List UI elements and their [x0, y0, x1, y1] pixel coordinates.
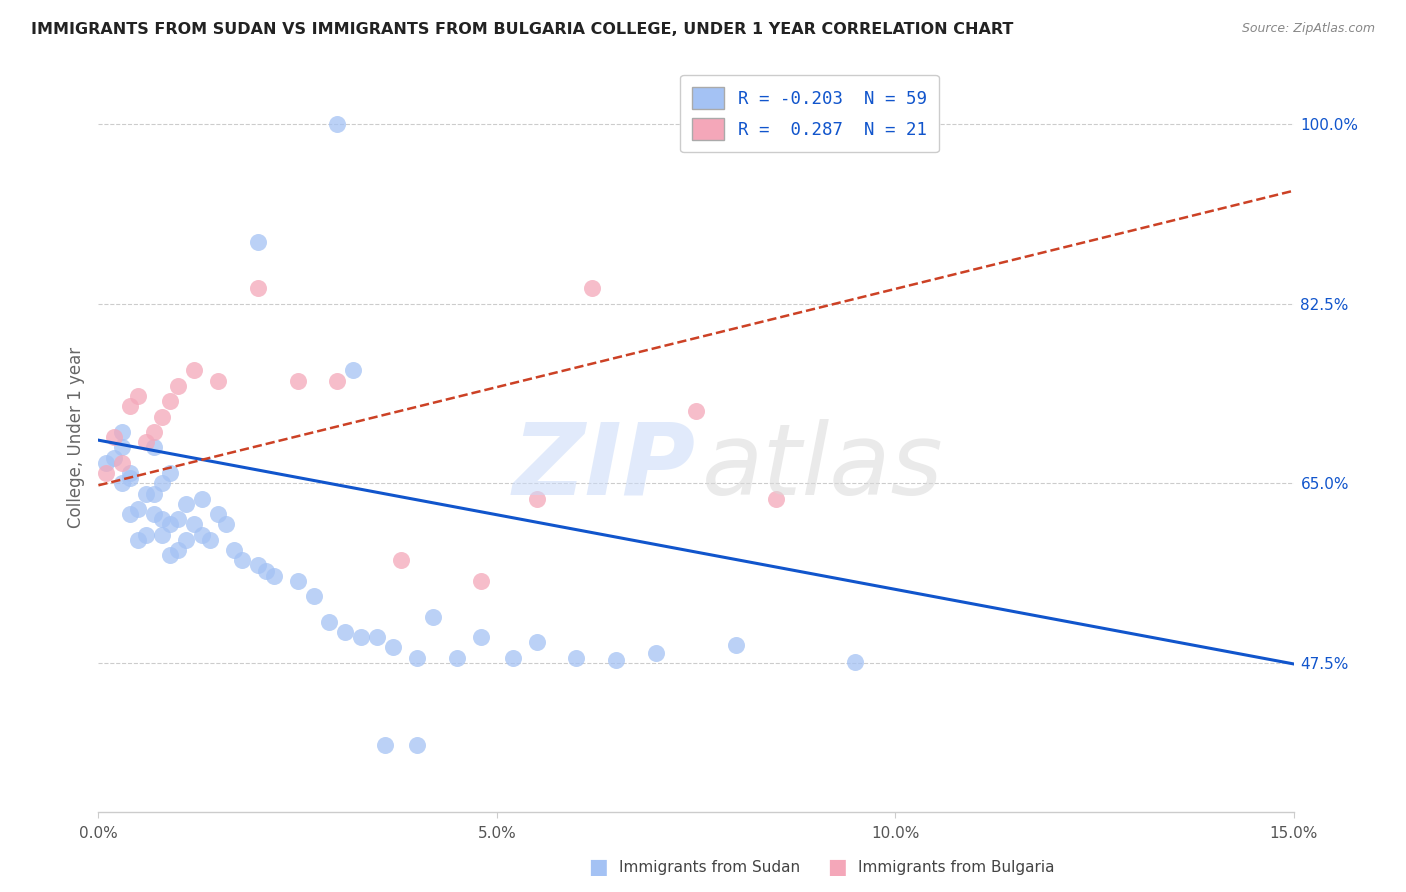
Point	[183, 517, 205, 532]
Point	[183, 363, 205, 377]
Point	[382, 640, 405, 655]
Point	[127, 502, 149, 516]
Point	[120, 466, 142, 480]
Point	[111, 476, 134, 491]
Text: IMMIGRANTS FROM SUDAN VS IMMIGRANTS FROM BULGARIA COLLEGE, UNDER 1 YEAR CORRELAT: IMMIGRANTS FROM SUDAN VS IMMIGRANTS FROM…	[31, 22, 1014, 37]
Text: Source: ZipAtlas.com: Source: ZipAtlas.com	[1241, 22, 1375, 36]
Point	[350, 630, 373, 644]
Point	[191, 527, 214, 541]
Point	[302, 589, 325, 603]
Point	[167, 543, 190, 558]
Text: Immigrants from Bulgaria: Immigrants from Bulgaria	[858, 860, 1054, 874]
Point	[96, 466, 118, 480]
Point	[366, 630, 388, 644]
Point	[135, 435, 157, 450]
Point	[120, 471, 142, 485]
Point	[135, 527, 157, 541]
Point	[502, 650, 524, 665]
Point	[143, 486, 166, 500]
Point	[127, 389, 149, 403]
Point	[446, 650, 468, 665]
Point	[605, 653, 627, 667]
Point	[96, 456, 118, 470]
Point	[565, 650, 588, 665]
Point	[335, 625, 357, 640]
Point	[150, 409, 173, 424]
Point	[287, 374, 309, 388]
Point	[526, 635, 548, 649]
Point	[143, 425, 166, 439]
Point	[150, 476, 173, 491]
Text: Immigrants from Sudan: Immigrants from Sudan	[619, 860, 800, 874]
Point	[111, 441, 134, 455]
Point	[326, 374, 349, 388]
Point	[174, 533, 197, 547]
Point	[581, 281, 603, 295]
Text: ■: ■	[588, 857, 607, 877]
Point	[263, 568, 285, 582]
Point	[231, 553, 253, 567]
Point	[844, 655, 866, 669]
Point	[120, 399, 142, 413]
Point	[143, 507, 166, 521]
Point	[174, 497, 197, 511]
Point	[318, 615, 340, 629]
Legend: R = -0.203  N = 59, R =  0.287  N = 21: R = -0.203 N = 59, R = 0.287 N = 21	[681, 75, 939, 153]
Point	[159, 466, 181, 480]
Point	[135, 486, 157, 500]
Point	[215, 517, 238, 532]
Point	[645, 646, 668, 660]
Point	[765, 491, 787, 506]
Point	[159, 394, 181, 409]
Point	[159, 548, 181, 562]
Text: ZIP: ZIP	[513, 418, 696, 516]
Point	[111, 456, 134, 470]
Point	[150, 512, 173, 526]
Point	[246, 235, 269, 249]
Text: ■: ■	[827, 857, 846, 877]
Point	[406, 650, 429, 665]
Point	[111, 425, 134, 439]
Point	[127, 533, 149, 547]
Y-axis label: College, Under 1 year: College, Under 1 year	[66, 346, 84, 528]
Point	[198, 533, 221, 547]
Point	[191, 491, 214, 506]
Point	[287, 574, 309, 588]
Point	[406, 738, 429, 752]
Point	[470, 630, 492, 644]
Point	[246, 558, 269, 573]
Point	[342, 363, 364, 377]
Point	[685, 404, 707, 418]
Point	[150, 527, 173, 541]
Point	[120, 507, 142, 521]
Point	[222, 543, 245, 558]
Point	[246, 281, 269, 295]
Point	[143, 441, 166, 455]
Point	[389, 553, 412, 567]
Point	[167, 512, 190, 526]
Point	[422, 609, 444, 624]
Point	[159, 517, 181, 532]
Point	[254, 564, 277, 578]
Point	[724, 639, 747, 653]
Point	[207, 507, 229, 521]
Point	[374, 738, 396, 752]
Point	[103, 430, 125, 444]
Text: atlas: atlas	[702, 418, 943, 516]
Point	[167, 378, 190, 392]
Point	[526, 491, 548, 506]
Point	[470, 574, 492, 588]
Point	[103, 450, 125, 465]
Point	[326, 117, 349, 131]
Point	[207, 374, 229, 388]
